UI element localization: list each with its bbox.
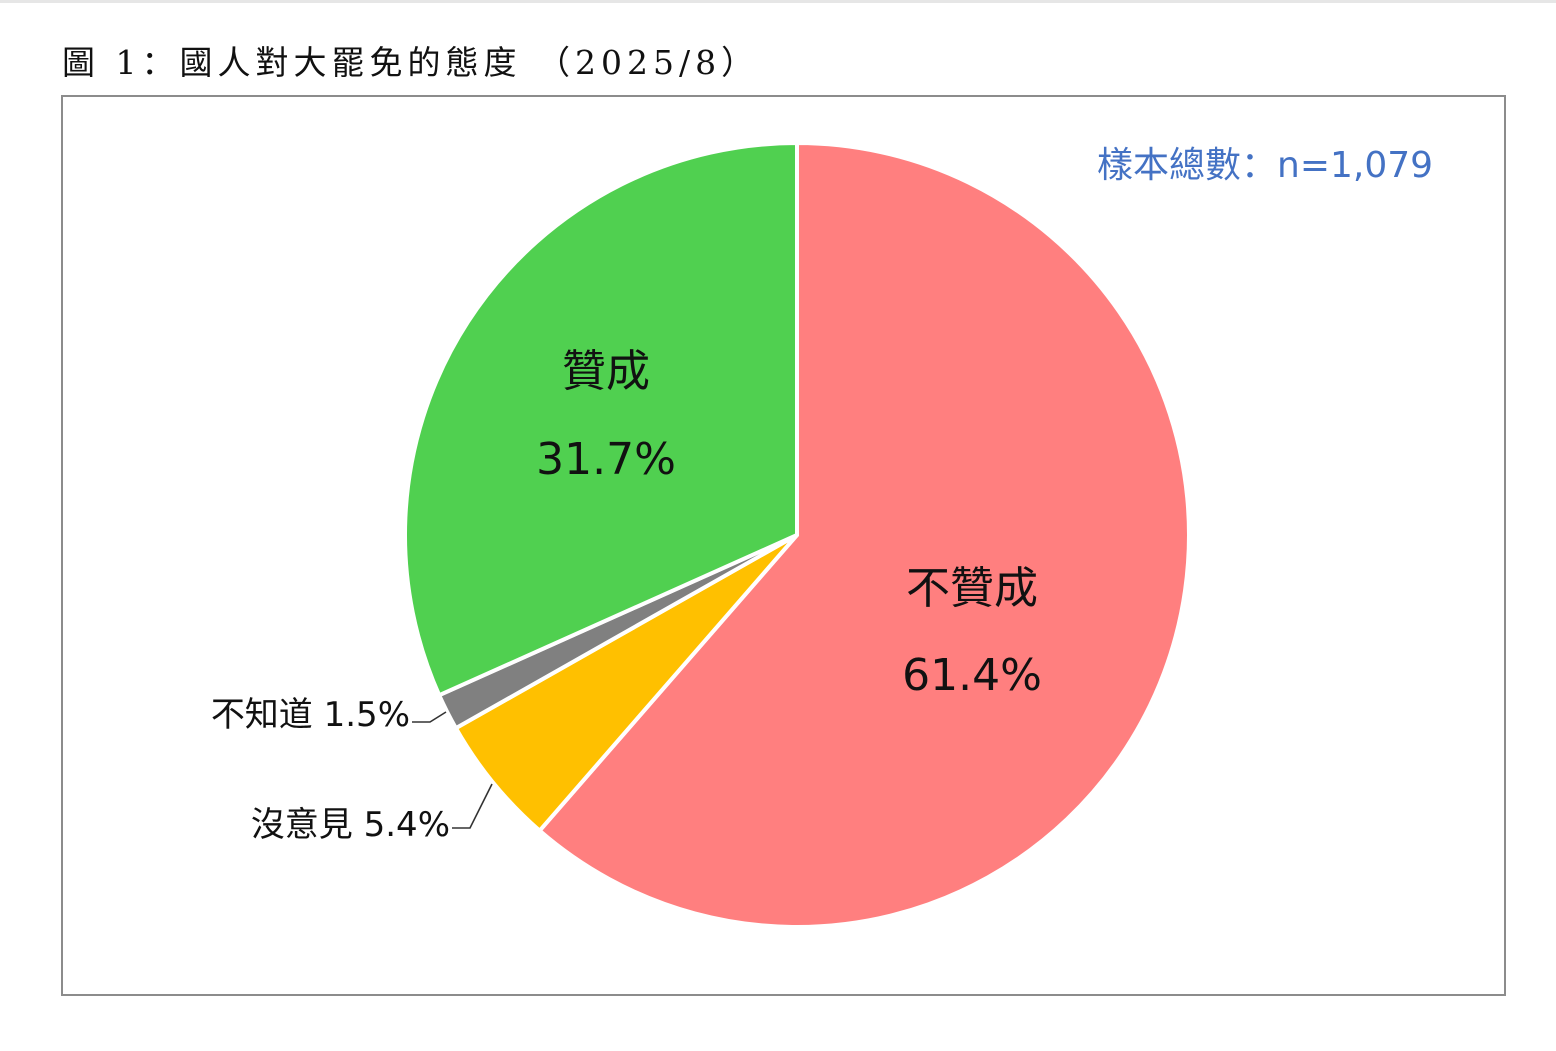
slice-label-2: 不知道 1.5% (211, 695, 410, 735)
leader-line-1 (452, 783, 493, 829)
leader-line-2 (412, 711, 447, 723)
slice-value-3: 31.7% (536, 434, 676, 485)
pie-slice-3 (403, 141, 799, 698)
slice-value-0: 61.4% (902, 650, 1042, 701)
slice-label-3: 贊成 (562, 346, 650, 397)
pie-slice-0 (537, 141, 1191, 929)
slice-label-0: 不贊成 (906, 563, 1038, 614)
sample-size-note: 樣本總數：n=1,079 (1097, 145, 1434, 186)
pie-slice-1 (453, 533, 799, 833)
slice-label-1: 沒意見 5.4% (251, 805, 450, 845)
top-rule (0, 0, 1556, 3)
figure-caption: 圖 1：國人對大罷免的態度 （2025/8） (62, 43, 760, 82)
